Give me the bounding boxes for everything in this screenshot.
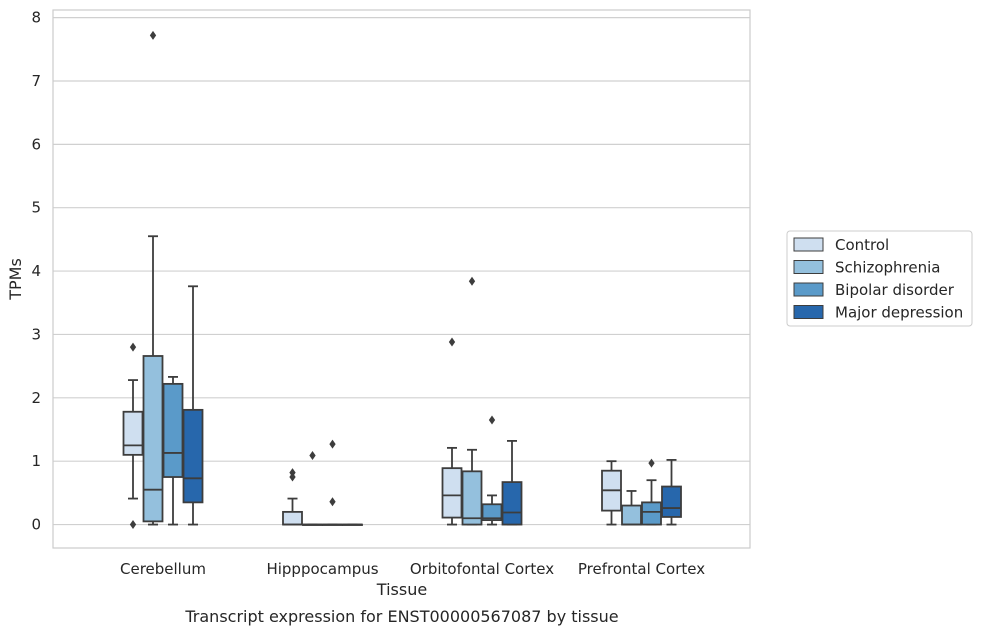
box-iqr [481,503,503,522]
series-0 [122,337,622,530]
box-iqr [501,481,523,526]
outlier-1 [329,497,336,507]
outlier-1 [129,520,137,530]
box-iqr [182,408,204,504]
box-iqr [282,510,303,526]
box-3-3 [661,459,682,526]
x-tick-label-3: Prefrontal Cortex [578,560,705,578]
y-tick-label-1: 1 [31,452,41,470]
y-tick-label-6: 6 [31,135,41,153]
box-iqr [441,467,463,519]
legend-item-1: Schizophrenia [793,259,940,277]
box-1-2 [461,276,483,526]
outlier-0 [149,30,157,40]
y-tick-label-0: 0 [31,516,41,534]
y-tick-label-2: 2 [31,389,41,407]
box-iqr [661,485,682,518]
box-0-1 [282,468,303,526]
box-1-0 [142,30,164,526]
legend-item-0: Control [793,236,889,254]
legend-label: Major depression [835,304,963,322]
y-tick-label-7: 7 [31,72,41,90]
box-3-0 [182,285,204,526]
x-tick-label-2: Orbitofontal Cortex [410,560,554,578]
legend-swatch [793,305,824,319]
x-tick-label-0: Cerebellum [120,560,206,578]
legend-swatch [793,237,824,252]
y-axis-label: TPMs [6,258,25,301]
box-1-1 [302,450,323,526]
outlier-0 [329,439,336,449]
y-tick-label-3: 3 [31,325,41,343]
box-2-1 [322,439,343,526]
outlier-0 [488,415,496,425]
box-iqr [641,501,662,526]
legend: Control Schizophrenia Bipolar disorder Majo… [786,230,973,327]
chart-caption: Transcript expression for ENST0000056708… [184,607,618,626]
y-tick-labels: 0 1 2 3 4 5 6 7 8 [31,9,41,534]
box-0-2 [441,337,463,526]
box-iqr [621,504,642,526]
series-2 [162,376,662,526]
y-tick-label-5: 5 [31,199,41,217]
box-2-2 [481,415,503,526]
box-iqr [162,382,184,478]
legend-swatch [793,282,824,297]
outlier-1 [289,472,296,482]
legend-label: Control [835,236,889,254]
outlier-0 [468,276,476,286]
box-2-3 [641,458,662,526]
legend-frame [786,230,973,327]
box-series [122,30,682,530]
box-3-2 [501,440,523,526]
legend-label: Schizophrenia [835,259,940,277]
legend-swatch [793,260,824,274]
outlier-0 [648,458,655,468]
series-1 [142,30,642,526]
series-3 [182,285,682,526]
box-iqr [122,410,144,456]
outlier-0 [448,337,456,347]
box-iqr [142,355,164,523]
box-3-1 [342,523,363,526]
box-0-0 [122,342,144,530]
y-tick-label-8: 8 [31,9,41,27]
x-axis-label: Tissue [376,580,427,599]
box-2-0 [162,376,184,526]
box-iqr [461,470,483,526]
outlier-0 [309,450,316,460]
legend-item-2: Bipolar disorder [793,281,955,299]
outlier-0 [129,342,137,352]
legend-item-3: Major depression [793,304,963,322]
box-1-3 [621,490,642,526]
plot-frame [52,9,751,549]
box-0-3 [601,460,622,526]
y-tick-label-4: 4 [31,262,41,280]
x-tick-labels: Cerebellum Hipppocampus Orbitofontal Corte… [120,560,705,578]
legend-label: Bipolar disorder [835,281,955,299]
x-tick-label-1: Hipppocampus [266,560,378,578]
